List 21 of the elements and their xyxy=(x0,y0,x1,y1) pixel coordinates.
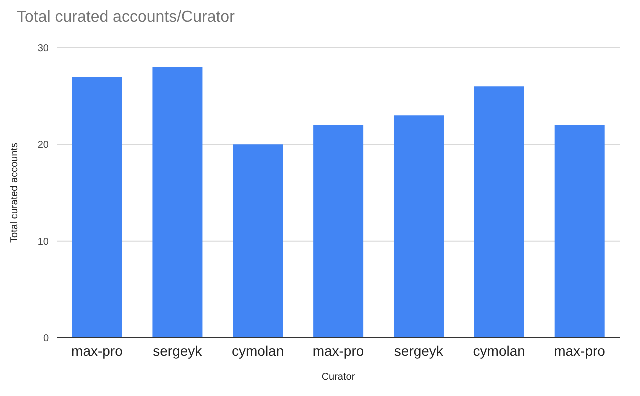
x-tick-label: max-pro xyxy=(312,342,364,359)
y-tick-label: 20 xyxy=(38,140,50,152)
y-tick-label: 10 xyxy=(38,236,50,248)
bar xyxy=(152,67,203,338)
y-tick-label: 0 xyxy=(43,334,50,345)
x-tick-label: cymolan xyxy=(473,342,526,359)
y-tick-label: 30 xyxy=(38,44,50,55)
x-axis-title: Curator xyxy=(322,372,356,383)
bar xyxy=(72,77,122,338)
x-tick-label: cymolan xyxy=(232,342,284,359)
bar xyxy=(314,125,364,338)
chart-title: Total curated accounts/Curator xyxy=(17,9,235,27)
y-axis-title: Total curated accounts xyxy=(10,142,21,244)
x-tick-label: max-pro xyxy=(72,342,124,359)
bar xyxy=(394,116,444,338)
x-tick-label: sergeyk xyxy=(394,342,444,359)
x-tick-label: max-pro xyxy=(554,342,606,359)
x-tick-label: sergeyk xyxy=(153,342,204,359)
bar xyxy=(554,125,605,338)
bar xyxy=(233,144,284,338)
bar xyxy=(474,86,524,338)
